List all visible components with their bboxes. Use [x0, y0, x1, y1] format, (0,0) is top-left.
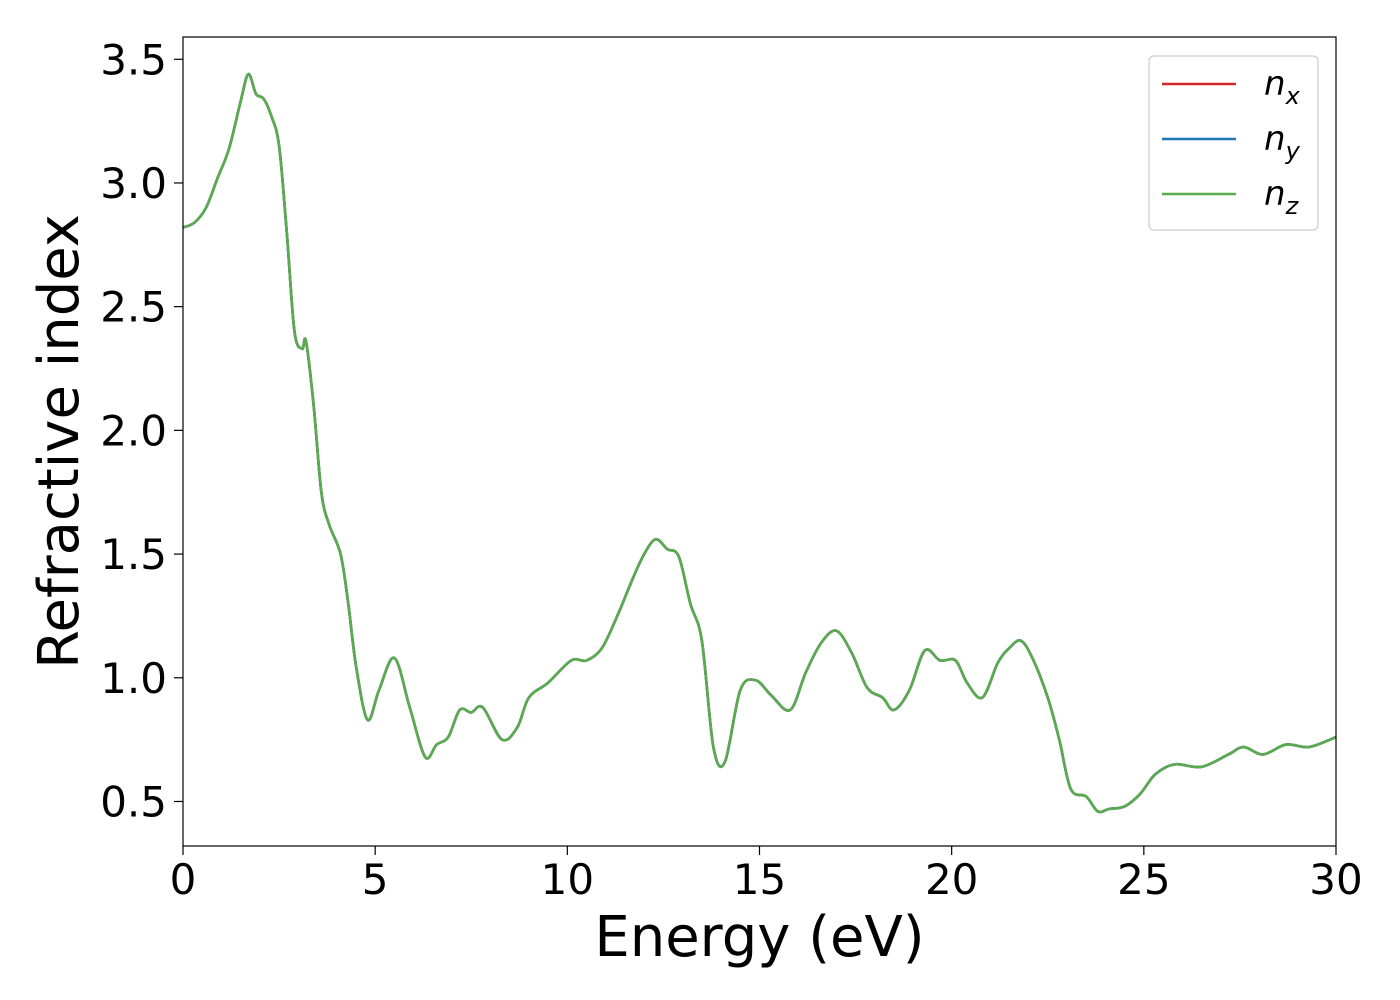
x-tick-label-30: 30: [1309, 855, 1362, 904]
legend-label-nz: nz: [1264, 174, 1300, 220]
series-line-nz: [182, 72, 1337, 814]
x-axis-title: Energy (eV): [594, 905, 924, 970]
y-tick-label-3.0: 3.0: [100, 159, 167, 208]
x-tick-label-0: 0: [170, 855, 197, 904]
legend-box: [1148, 55, 1319, 231]
x-tick-label-10: 10: [541, 855, 594, 904]
y-tick-label-3.5: 3.5: [100, 35, 167, 84]
legend-label-ny: ny: [1264, 119, 1301, 165]
x-tick-label-25: 25: [1117, 855, 1170, 904]
x-tick-label-5: 5: [362, 855, 389, 904]
x-axis: 0 5 10 15 20 25 30: [170, 846, 1363, 904]
legend-item-nx[interactable]: nx: [1162, 64, 1301, 110]
y-tick-label-0.5: 0.5: [100, 777, 167, 826]
y-axis-title: Refractive index: [27, 214, 92, 669]
y-axis: 0.5 1.0 1.5 2.0 2.5 3.0 3.5: [100, 35, 183, 826]
x-tick-label-20: 20: [925, 855, 978, 904]
legend-item-ny[interactable]: ny: [1162, 119, 1301, 165]
legend-label-nx: nx: [1264, 64, 1301, 110]
series-layer: [182, 72, 1337, 814]
y-tick-label-1.0: 1.0: [100, 654, 167, 703]
y-tick-label-1.5: 1.5: [100, 530, 167, 579]
x-tick-label-15: 15: [733, 855, 786, 904]
legend[interactable]: nx ny nz: [1148, 55, 1319, 231]
y-tick-label-2.5: 2.5: [100, 283, 167, 332]
legend-item-nz[interactable]: nz: [1162, 174, 1300, 220]
y-tick-label-2.0: 2.0: [100, 406, 167, 455]
